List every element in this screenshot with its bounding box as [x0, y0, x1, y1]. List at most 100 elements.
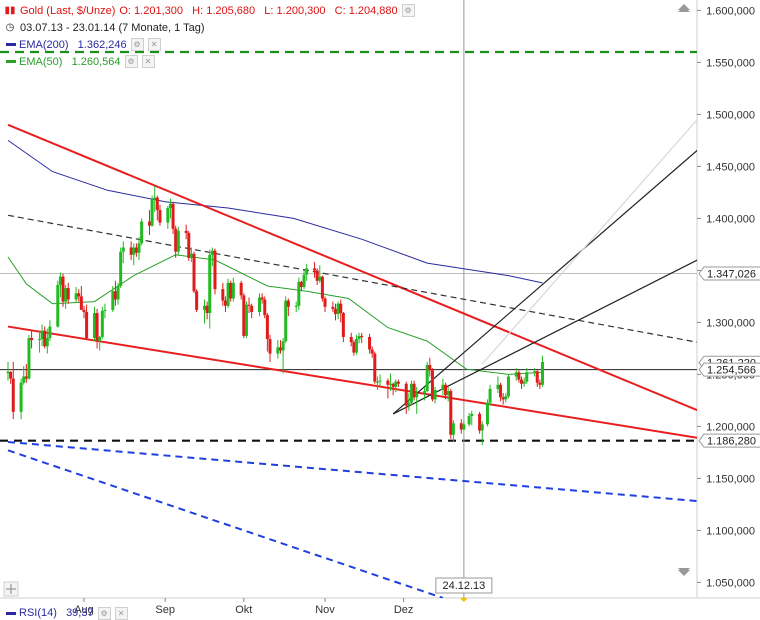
candle-body	[113, 291, 117, 300]
trend-line	[7, 449, 444, 598]
candle-body	[425, 365, 429, 392]
candle-body	[132, 247, 136, 255]
candle-body	[334, 308, 337, 315]
x-tick-label: Sep	[155, 604, 175, 616]
candle-body	[284, 300, 288, 342]
candle-body	[444, 384, 448, 396]
ema200-settings-icon[interactable]: ⚙	[130, 38, 144, 51]
candle-body	[341, 313, 345, 337]
candle-body	[409, 383, 413, 403]
candle-body	[242, 295, 246, 336]
candle-body	[320, 276, 324, 299]
candle-body	[504, 396, 508, 400]
candle-body	[27, 338, 31, 379]
candle-body	[77, 293, 81, 297]
candle-body	[514, 372, 518, 377]
candle-body	[339, 303, 343, 314]
candle-body	[85, 312, 89, 338]
candle-body	[205, 305, 209, 314]
candle-body	[134, 247, 138, 253]
candle-body	[111, 291, 115, 310]
y-tick-label: 1.450,000	[706, 161, 755, 173]
candle-body	[11, 378, 15, 412]
rsi-settings-icon[interactable]: ⚙	[97, 606, 111, 620]
chart-legend: ▮▮ Gold (Last, $/Unze) O: 1.201,300 H: 1…	[4, 2, 415, 70]
candle-body	[286, 300, 290, 307]
candle-body	[297, 281, 301, 306]
candle-body	[281, 341, 285, 351]
y-tick-label: 1.500,000	[706, 109, 755, 121]
candle-body	[82, 309, 86, 312]
crosshair-date-box	[435, 577, 493, 594]
candle-body	[378, 380, 382, 382]
candle-body	[276, 347, 280, 354]
candle-body	[231, 282, 235, 299]
candle-body	[506, 376, 510, 397]
candle-body	[368, 336, 372, 350]
price-label: 1.254,566	[698, 362, 760, 377]
candle-body	[412, 383, 416, 398]
trend-line	[7, 325, 697, 439]
candle-body	[391, 383, 395, 387]
price-label: 1.347,026	[698, 266, 760, 281]
candle-body	[451, 423, 455, 435]
candle-body	[428, 365, 432, 371]
price-label-box	[698, 266, 760, 281]
candle-body	[221, 289, 225, 301]
candle-body	[116, 286, 120, 300]
candle-body	[441, 384, 445, 390]
candle-body	[100, 310, 104, 337]
price-label: 1.186,280	[698, 433, 760, 448]
price-label-text: 1.186,280	[707, 436, 756, 448]
trend-line	[392, 149, 697, 415]
candle-body	[226, 282, 230, 306]
candle-body	[480, 424, 484, 431]
ema200-close-icon[interactable]: ✕	[147, 38, 161, 51]
date-range-label: 03.07.13 - 23.01.14 (7 Monate, 1 Tag)	[20, 21, 205, 34]
candle-body	[40, 330, 44, 340]
candle-body	[119, 251, 123, 286]
ema50-settings-icon[interactable]: ⚙	[124, 55, 138, 68]
x-tick-label: Nov	[315, 604, 335, 616]
candle-body	[533, 371, 537, 373]
candle-body	[433, 390, 437, 400]
candle-body	[203, 305, 206, 310]
candle-body	[423, 391, 427, 394]
candle-body	[538, 382, 542, 385]
rsi-close-icon[interactable]: ✕	[114, 606, 128, 620]
candle-body	[48, 326, 52, 338]
candle-body	[58, 276, 62, 285]
candle-body	[9, 371, 13, 379]
candle-body	[6, 371, 10, 374]
price-axis-panel	[697, 0, 760, 598]
candle-body	[250, 305, 254, 312]
candle-body	[535, 371, 539, 383]
legend-ema200-row: EMA(200) 1.362,246 ⚙ ✕	[4, 36, 415, 53]
candle-body	[74, 293, 78, 300]
legend-ema50-row: EMA(50) 1.260,564 ⚙ ✕	[4, 53, 415, 70]
candle-body	[302, 274, 306, 288]
candle-body	[150, 199, 154, 226]
candle-body	[92, 313, 96, 338]
candle-body	[19, 382, 23, 412]
instrument-label: Gold (Last, $/Unze)	[20, 4, 116, 17]
candle-body	[462, 424, 466, 430]
candle-body	[467, 416, 471, 425]
candle-body	[370, 349, 374, 354]
candle-body	[470, 413, 474, 416]
candle-body	[336, 303, 340, 315]
candle-body	[265, 315, 269, 340]
candle-body	[404, 383, 408, 406]
x-tick-label: Dez	[394, 604, 414, 616]
candle-body	[121, 247, 125, 252]
candle-body	[61, 276, 65, 302]
scroll-down-icon	[678, 568, 690, 576]
candle-body	[386, 380, 390, 385]
candle-body	[166, 208, 170, 223]
ohlc-values: O: 1.201,300 H: 1.205,680 L: 1.200,300 C…	[119, 4, 398, 17]
trend-line	[7, 441, 697, 503]
candle-body	[299, 281, 303, 288]
settings-icon[interactable]: ⚙	[401, 4, 415, 17]
ema50-close-icon[interactable]: ✕	[141, 55, 155, 68]
